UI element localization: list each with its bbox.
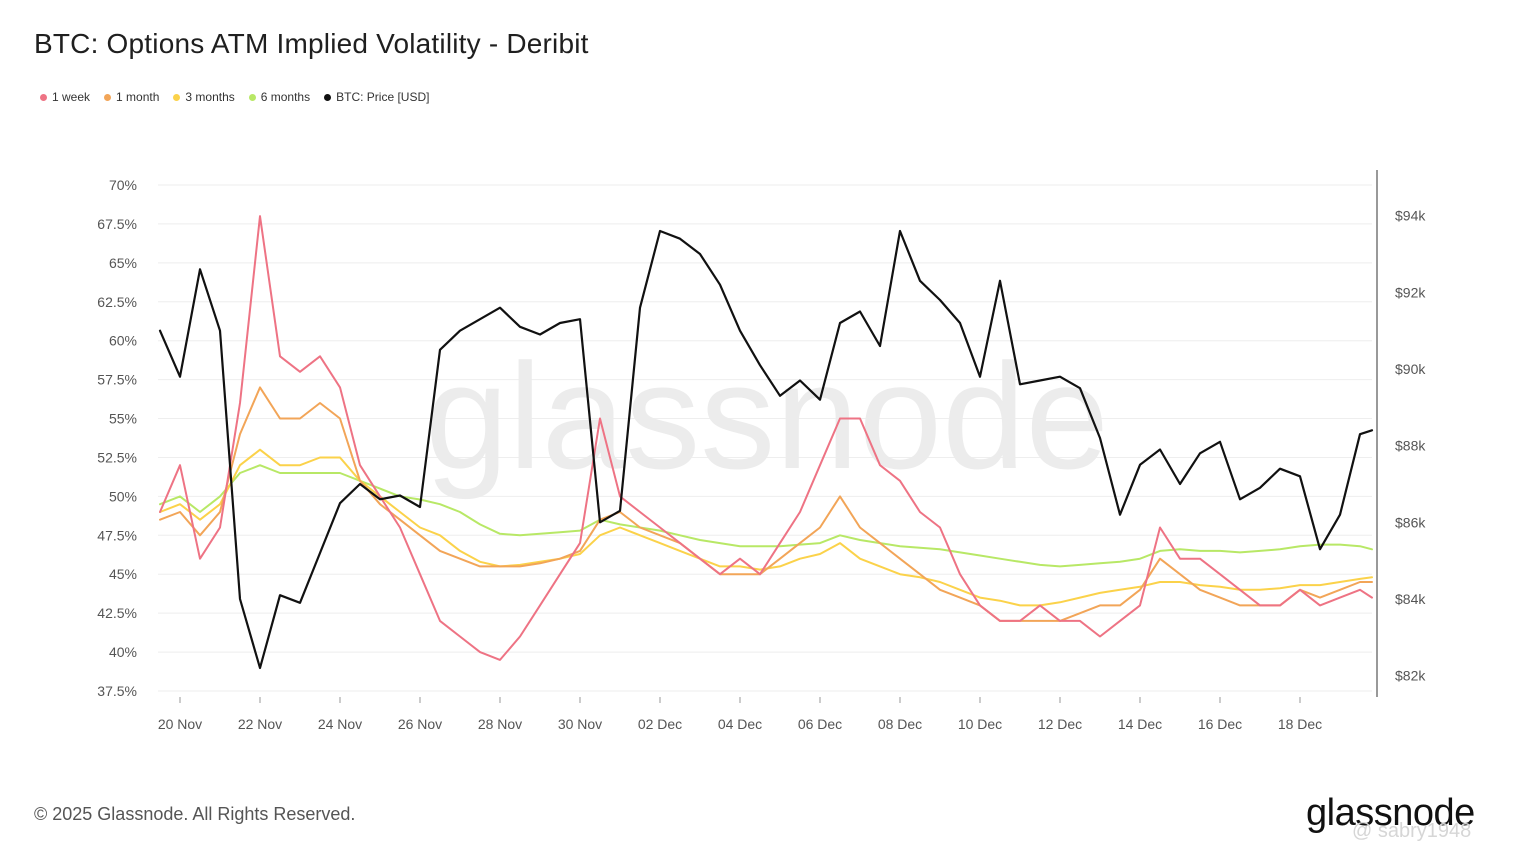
y-left-tick-label: 50% bbox=[109, 488, 137, 504]
y-left-tick-label: 60% bbox=[109, 333, 137, 349]
y-left-tick-label: 52.5% bbox=[97, 449, 137, 465]
series-1-week bbox=[159, 215, 1373, 661]
y-left-tick-label: 67.5% bbox=[97, 216, 137, 232]
series-btc-price bbox=[158, 229, 1374, 670]
legend-item-3-months[interactable]: 3 months bbox=[173, 90, 235, 104]
x-tick-label: 26 Nov bbox=[398, 716, 442, 732]
y-left-tick-label: 55% bbox=[109, 411, 137, 427]
x-tick-label: 10 Dec bbox=[958, 716, 1002, 732]
y-right-tick-label: $82k bbox=[1395, 668, 1426, 684]
x-tick-label: 16 Dec bbox=[1198, 716, 1242, 732]
y-left-tick-label: 62.5% bbox=[97, 294, 137, 310]
x-tick-label: 18 Dec bbox=[1278, 716, 1322, 732]
chart-title: BTC: Options ATM Implied Volatility - De… bbox=[34, 28, 589, 59]
x-axis-ticks: 20 Nov 22 Nov 24 Nov 26 Nov 28 Nov 30 Nov 02 D… bbox=[158, 697, 1322, 732]
y-left-tick-label: 47.5% bbox=[97, 527, 137, 543]
x-tick-label: 20 Nov bbox=[158, 716, 202, 732]
y-left-tick-label: 65% bbox=[109, 255, 137, 271]
x-tick-label: 28 Nov bbox=[478, 716, 522, 732]
x-tick-label: 06 Dec bbox=[798, 716, 842, 732]
y-right-tick-label: $90k bbox=[1395, 361, 1426, 377]
y-left-tick-label: 57.5% bbox=[97, 372, 137, 388]
legend-label-6-months: 6 months bbox=[260, 90, 311, 104]
legend-dot-1-week bbox=[40, 93, 47, 101]
y-right-tick-label: $86k bbox=[1395, 514, 1426, 530]
y-right-tick-label: $84k bbox=[1395, 591, 1426, 607]
legend-dot-btc-price bbox=[324, 93, 332, 101]
y-left-tick-label: 42.5% bbox=[97, 605, 137, 621]
x-tick-label: 02 Dec bbox=[638, 716, 682, 732]
y-left-tick-label: 40% bbox=[109, 644, 137, 660]
y-left-tick-label: 37.5% bbox=[97, 683, 137, 699]
y-right-tick-label: $94k bbox=[1395, 208, 1426, 224]
legend-dot-6-months bbox=[248, 93, 256, 101]
legend-label-1-month: 1 month bbox=[116, 90, 160, 104]
y-right-tick-label: $92k bbox=[1395, 284, 1426, 300]
x-tick-label: 08 Dec bbox=[878, 716, 922, 732]
x-tick-label: 04 Dec bbox=[718, 716, 762, 732]
series-6-months bbox=[159, 464, 1373, 568]
chart-watermark: glassnode bbox=[425, 332, 1109, 500]
y-right-tick-label: $88k bbox=[1395, 438, 1426, 454]
y-left-tick-label: 45% bbox=[109, 566, 137, 582]
series-1-month bbox=[159, 386, 1373, 622]
x-tick-label: 24 Nov bbox=[318, 716, 362, 732]
x-tick-label: 14 Dec bbox=[1118, 716, 1162, 732]
x-tick-label: 30 Nov bbox=[558, 716, 602, 732]
legend-label-3-months: 3 months bbox=[185, 90, 235, 104]
grid-lines bbox=[158, 184, 1372, 692]
legend-item-btc-price[interactable]: BTC: Price [USD] bbox=[324, 90, 429, 104]
x-tick-label: 22 Nov bbox=[238, 716, 282, 732]
y-left-tick-label: 70% bbox=[109, 177, 137, 193]
glassnode-logo: glassnode bbox=[1306, 792, 1475, 834]
legend: 1 week 1 month 3 months 6 months BTC: Pr… bbox=[40, 90, 429, 104]
x-tick-label: 12 Dec bbox=[1038, 716, 1082, 732]
right-axis-ticks: $82k $84k $86k $88k $90k $92k $94k bbox=[1395, 208, 1426, 684]
legend-item-1-week[interactable]: 1 week bbox=[40, 90, 90, 104]
legend-label-1-week: 1 week bbox=[52, 90, 91, 104]
legend-label-btc-price: BTC: Price [USD] bbox=[336, 90, 430, 104]
copyright-text: © 2025 Glassnode. All Rights Reserved. bbox=[34, 804, 356, 824]
legend-item-1-month[interactable]: 1 month bbox=[104, 90, 159, 104]
left-axis-ticks: 37.5% 40% 42.5% 45% 47.5% 50% 52.5% 55% 57.5% 60%… bbox=[97, 177, 137, 699]
user-watermark: @ sabry1948 bbox=[1352, 820, 1472, 842]
legend-item-6-months[interactable]: 6 months bbox=[248, 90, 311, 104]
legend-dot-1-month bbox=[104, 93, 112, 101]
series-lines bbox=[158, 215, 1374, 670]
legend-dot-3-months bbox=[173, 93, 181, 101]
